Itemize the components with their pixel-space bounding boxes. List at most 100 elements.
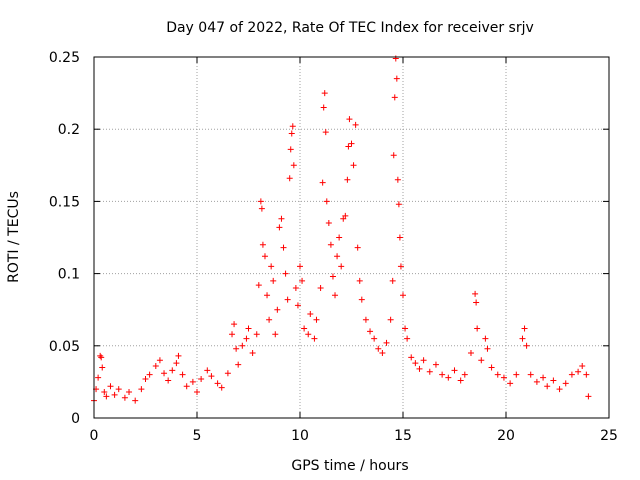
data-point [445, 374, 452, 381]
data-point [320, 104, 327, 111]
data-point [393, 75, 400, 82]
data-point [173, 360, 180, 367]
data-point [461, 371, 468, 378]
data-point [575, 368, 582, 375]
data-point [121, 394, 128, 401]
data-point [249, 350, 256, 357]
grid [94, 57, 609, 418]
plot-frame [93, 56, 610, 419]
data-point [544, 383, 551, 390]
data-point [301, 325, 308, 332]
data-point [356, 277, 363, 284]
data-point [284, 296, 291, 303]
data-point [338, 263, 345, 270]
data-point [126, 389, 133, 396]
data-point [404, 335, 411, 342]
data-point [332, 292, 339, 299]
data-point [146, 371, 153, 378]
data-point [257, 198, 264, 205]
y-axis-label: ROTI / TECUs [6, 191, 22, 283]
data-point [420, 357, 427, 364]
data-point [138, 386, 145, 393]
data-point [484, 345, 491, 352]
data-point [472, 290, 479, 297]
data-point [179, 371, 186, 378]
x-tick-label: 20 [497, 428, 515, 444]
data-point [107, 383, 114, 390]
data-point [562, 380, 569, 387]
data-point [194, 389, 200, 396]
data-point [319, 179, 326, 186]
data-point [494, 371, 501, 378]
data-point [282, 270, 289, 277]
data-point [342, 212, 349, 219]
data-point [235, 361, 242, 368]
data-point [488, 364, 495, 371]
data-point [344, 176, 351, 183]
data-point [426, 368, 433, 375]
data-point [540, 374, 547, 381]
data-point [204, 367, 211, 374]
data-point [568, 371, 575, 378]
data-point [394, 176, 401, 183]
data-point [183, 383, 190, 390]
y-tick-label: 0 [71, 411, 80, 427]
data-point [317, 285, 324, 292]
data-point [243, 335, 250, 342]
data-point [258, 205, 265, 212]
data-point [507, 380, 514, 387]
data-point [294, 302, 301, 309]
data-point [297, 263, 303, 270]
data-point [358, 296, 365, 303]
data-point [390, 152, 397, 159]
data-point [305, 331, 312, 338]
data-point [392, 55, 399, 62]
data-point [231, 321, 238, 328]
data-point [583, 371, 590, 378]
data-point [259, 241, 266, 248]
data-point [115, 386, 122, 393]
data-point [311, 335, 318, 342]
data-point [156, 357, 163, 364]
data-point [346, 116, 353, 123]
x-tick-label: 15 [394, 428, 412, 444]
data-point [521, 325, 528, 332]
data-point [451, 367, 458, 374]
data-point [239, 342, 246, 349]
data-point [152, 363, 159, 370]
data-point [270, 277, 277, 284]
x-axis-label: GPS time / hours [291, 458, 408, 474]
data-point [482, 335, 489, 342]
data-point [98, 354, 105, 361]
data-point [412, 360, 419, 367]
data-point [101, 389, 108, 396]
x-tick-label: 25 [600, 428, 618, 444]
data-point [208, 373, 215, 380]
y-tick-label: 0.05 [49, 339, 80, 355]
data-point [478, 357, 485, 364]
data-point [290, 162, 297, 169]
data-point [323, 198, 330, 205]
data-point [348, 140, 355, 147]
data-point [367, 328, 374, 335]
data-point [321, 90, 328, 97]
data-point [396, 234, 403, 241]
data-point [99, 364, 106, 371]
data-point [233, 345, 240, 352]
data-point [245, 325, 252, 332]
data-point [165, 377, 172, 384]
data-point [313, 316, 320, 323]
data-point [432, 361, 439, 368]
data-point [132, 397, 139, 404]
data-point [261, 253, 268, 260]
data-point [550, 377, 557, 384]
data-point [439, 371, 446, 378]
data-point [289, 123, 296, 130]
data-points [91, 55, 592, 404]
data-point [299, 277, 306, 284]
data-point [287, 146, 294, 153]
data-point [585, 393, 592, 400]
data-point [274, 306, 281, 313]
data-point [286, 175, 293, 182]
